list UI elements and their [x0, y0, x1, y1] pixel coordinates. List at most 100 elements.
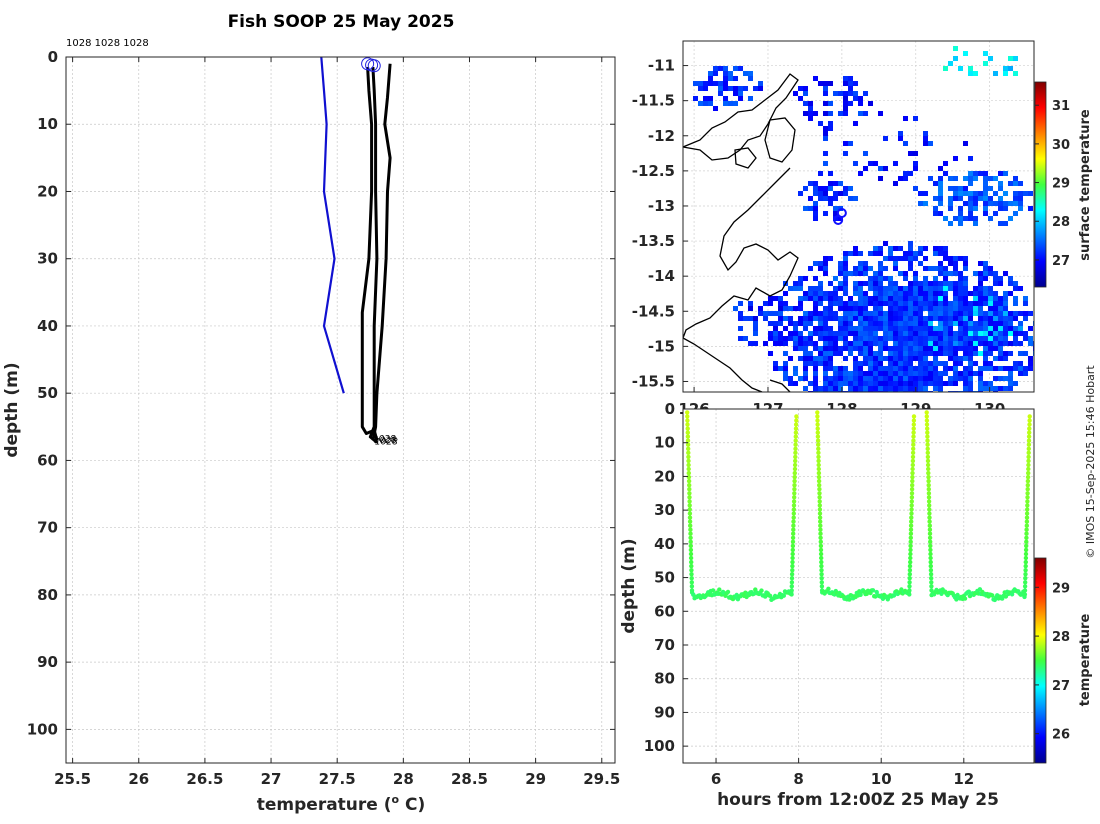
map-sst-cell — [893, 256, 898, 261]
timeseries-point — [817, 507, 823, 512]
map-sst-cell — [883, 381, 888, 386]
map-sst-cell — [1013, 176, 1018, 181]
map-sst-cell — [828, 296, 833, 301]
map-sst-cell — [818, 191, 823, 196]
map-sst-cell — [833, 286, 838, 291]
map-sst-cell — [943, 336, 948, 341]
map-sst-cell — [898, 361, 903, 366]
map-sst-cell — [803, 206, 808, 211]
timeseries-colorbar-tick-label: 27 — [1052, 679, 1070, 694]
timeseries-point — [1026, 454, 1031, 460]
map-sst-cell — [848, 76, 853, 81]
map-sst-cell — [878, 321, 883, 326]
map-sst-cell — [918, 261, 923, 266]
map-sst-cell — [1018, 181, 1023, 186]
timeseries-colorbar-label: temperature — [1078, 614, 1093, 707]
map-sst-cell — [818, 361, 823, 366]
timeseries-point — [687, 483, 692, 488]
map-sst-cell — [863, 331, 868, 336]
map-sst-cell — [933, 336, 938, 341]
map-sst-cell — [983, 316, 988, 321]
map-sst-cell — [1023, 366, 1028, 371]
coastline-bay — [683, 167, 799, 339]
map-sst-cell — [998, 386, 1003, 391]
map-sst-cell — [938, 191, 943, 196]
map-sst-cell — [823, 371, 828, 376]
map-sst-cell — [1028, 341, 1033, 346]
timeseries-colorbar-tick-label: 28 — [1052, 630, 1070, 645]
timeseries-point — [791, 531, 796, 536]
map-sst-cell — [908, 371, 913, 376]
map-sst-cell — [933, 351, 938, 356]
map-sst-cell — [833, 346, 838, 351]
map-sst-cell — [948, 306, 953, 311]
map-sst-cell — [818, 386, 823, 391]
map-sst-cell — [973, 331, 978, 336]
map-sst-cell — [833, 211, 838, 216]
timeseries-point — [686, 474, 692, 480]
map-sst-cell — [858, 351, 863, 356]
map-sst-cell — [1018, 196, 1023, 201]
map-sst-cell — [928, 286, 933, 291]
map-sst-cell — [978, 366, 983, 371]
map-sst-cell — [933, 246, 938, 251]
map-sst-cell — [908, 341, 913, 346]
map-sst-cell — [983, 286, 988, 291]
map-sst-cell — [898, 296, 903, 301]
map-sst-cell — [928, 361, 933, 366]
map-sst-cell — [908, 241, 913, 246]
map-sst-cell — [708, 76, 713, 81]
map-sst-cell — [1003, 296, 1008, 301]
map-sst-cell — [803, 336, 808, 341]
timeseries-point — [790, 559, 795, 565]
map-sst-cell — [798, 286, 803, 291]
map-sst-cell — [828, 171, 833, 176]
map-sst-cell — [1003, 316, 1008, 321]
map-sst-cell — [923, 351, 928, 356]
map-sst-cell — [848, 301, 853, 306]
timeseries-point — [1026, 470, 1031, 476]
timeseries-point — [911, 426, 916, 431]
map-sst-cell — [823, 131, 828, 136]
map-sst-cell — [1013, 56, 1018, 61]
map-sst-cell — [1013, 311, 1018, 316]
map-sst-cell — [898, 341, 903, 346]
timeseries-point — [819, 555, 824, 561]
map-sst-cell — [788, 316, 793, 321]
map-sst-cell — [863, 386, 868, 391]
map-sst-cell — [793, 346, 798, 351]
map-sst-cell — [908, 286, 913, 291]
map-sst-cell — [873, 361, 878, 366]
map-sst-cell — [958, 356, 963, 361]
map-sst-cell — [988, 176, 993, 181]
timeseries-point — [816, 474, 822, 480]
map-sst-cell — [933, 301, 938, 306]
map-sst-cell — [858, 301, 863, 306]
map-sst-cell — [948, 61, 953, 66]
map-sst-cell — [993, 191, 998, 196]
map-sst-cell — [993, 326, 998, 331]
map-sst-cell — [883, 331, 888, 336]
map-sst-cell — [978, 276, 983, 281]
map-sst-cell — [833, 91, 838, 96]
map-sst-cell — [853, 286, 858, 291]
timeseries-point — [907, 584, 912, 589]
map-sst-cell — [858, 101, 863, 106]
map-sst-cell — [953, 301, 958, 306]
timeseries-point — [911, 438, 916, 443]
map-sst-cell — [988, 306, 993, 311]
profile-grid — [66, 56, 615, 763]
map-sst-cell — [958, 301, 963, 306]
timeseries-point — [927, 503, 932, 508]
map-sst-cell — [918, 321, 923, 326]
map-sst-cell — [798, 301, 803, 306]
map-sst-cell — [943, 256, 948, 261]
map-sst-cell — [998, 366, 1003, 371]
map-sst-cell — [938, 266, 943, 271]
map-sst-cell — [788, 331, 793, 336]
map-sst-cell — [973, 171, 978, 176]
timeseries-point — [689, 580, 694, 585]
map-sst-cell — [933, 211, 938, 216]
map-sst-cell — [923, 141, 928, 146]
timeseries-point — [790, 547, 795, 553]
